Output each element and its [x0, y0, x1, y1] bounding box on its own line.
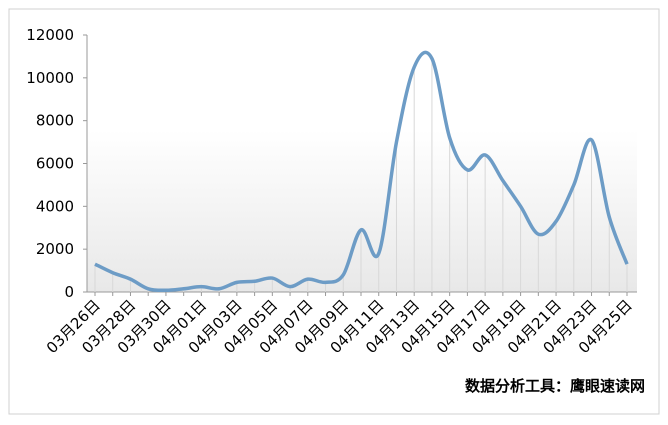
- plot-background: [87, 130, 637, 292]
- y-tick-label: 12000: [26, 26, 74, 44]
- y-tick-label: 8000: [36, 112, 74, 130]
- y-tick-label: 10000: [26, 69, 74, 87]
- y-tick-label: 4000: [36, 197, 74, 215]
- frame: [8, 8, 660, 415]
- y-tick-label: 2000: [36, 240, 74, 258]
- line: [94, 50, 629, 293]
- y-tick-label: 0: [64, 283, 74, 301]
- y-tick-label: 6000: [36, 155, 74, 173]
- annotation: 数据分析工具：鹰眼速读网: [465, 377, 645, 395]
